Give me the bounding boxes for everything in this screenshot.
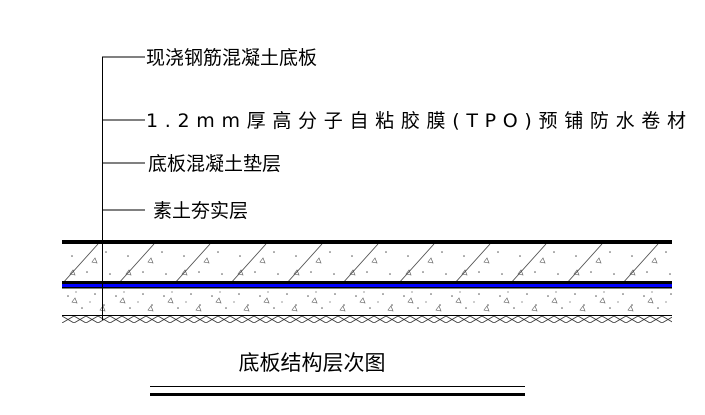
title-underline-thick [150,393,525,396]
compacted-soil-layer [62,316,672,323]
label-soil: 素土夯实层 [153,200,248,222]
label-rc-slab: 现浇钢筋混凝土底板 [146,47,317,69]
label-membrane: 1.2mm厚高分子自粘胶膜(TPO)预铺防水卷材 [146,110,686,132]
top-slab-line [62,240,672,244]
label-cushion: 底板混凝土垫层 [148,153,281,175]
diagram-title: 底板结构层次图 [239,351,386,375]
waterproof-membrane [62,284,672,287]
cushion-concrete-layer [62,289,672,315]
rc-slab-layer [62,244,672,281]
membrane-bottom-line [62,287,672,289]
membrane-top-line [62,281,672,284]
